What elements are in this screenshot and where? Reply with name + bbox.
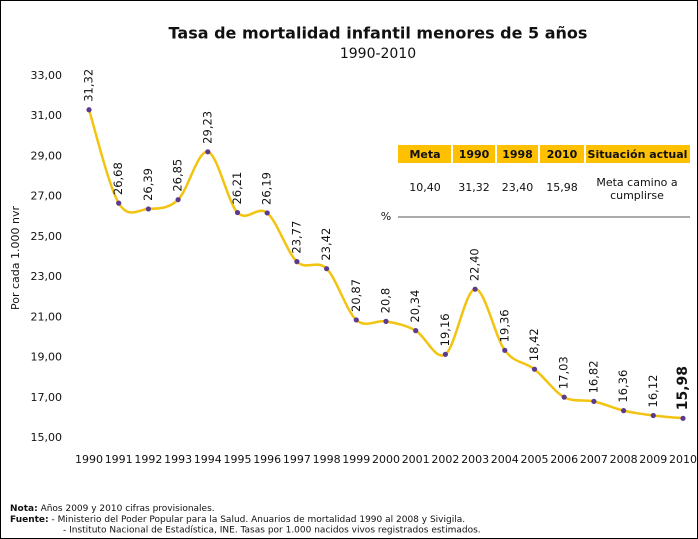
table-cell: 10,40 [409,181,441,194]
note: Nota: Años 2009 y 2010 cifras provisiona… [10,504,215,514]
data-label: 16,36 [616,370,630,403]
point [234,209,241,216]
table-cell: Meta camino a [596,176,677,189]
source: Fuente: - Ministerio del Poder Popular p… [10,515,465,525]
data-label: 15,98 [675,366,691,410]
x-tick-label: 1995 [224,453,252,466]
point [175,197,181,203]
point [383,318,389,324]
source-label: Fuente: [10,515,49,525]
y-tick-label: 15,00 [31,431,63,444]
table-header: Situación actual [588,148,688,161]
chart-subtitle: 1990-2010 [340,46,416,62]
x-tick-label: 1990 [75,453,103,466]
data-label: 26,21 [230,172,244,205]
point [324,266,330,272]
point [531,366,538,372]
table-header: 1990 [459,148,490,161]
point [116,200,122,206]
x-tick-label: 2001 [402,453,430,466]
note-label: Nota: [10,504,38,514]
y-tick-label: 29,00 [31,149,63,162]
x-tick-label: 1991 [105,453,133,466]
table-cell: 15,98 [546,181,578,194]
table-header: 1998 [502,148,533,161]
data-label: 22,40 [468,248,482,281]
table-header: Meta [409,148,440,161]
point [294,259,300,265]
table-cell: 31,32 [458,181,490,194]
x-tick-label: 1998 [313,453,341,466]
data-label: 19,16 [438,313,452,346]
y-tick-label: 25,00 [31,230,63,243]
point [86,107,92,113]
table-header: 2010 [547,148,578,161]
point [145,206,151,212]
point [442,351,448,357]
y-tick-label: 19,00 [31,351,63,364]
chart-title: Tasa de mortalidad infantil menores de 5… [169,24,588,43]
point [502,347,508,353]
data-label: 16,82 [586,360,600,393]
table-cell: cumplirse [610,189,664,202]
point [264,210,270,216]
data-label: 20,87 [349,279,363,312]
point [413,328,419,334]
table-header-bg [398,145,690,163]
point [472,286,478,292]
point [621,408,627,414]
unit-label: % [381,210,391,223]
y-tick-label: 27,00 [31,190,63,203]
x-tick-label: 1992 [134,453,162,466]
data-label: 29,23 [200,111,214,144]
x-tick-label: 1993 [164,453,192,466]
x-tick-label: 2009 [639,453,667,466]
data-label: 31,32 [82,69,96,102]
data-label: 17,03 [557,356,571,389]
data-label: 18,42 [527,328,541,361]
x-tick-label: 1994 [194,453,222,466]
x-tick-label: 2007 [580,453,608,466]
x-tick-label: 2004 [491,453,519,466]
y-tick-label: 21,00 [31,310,63,323]
x-tick-label: 2000 [372,453,400,466]
data-label: 26,68 [111,162,125,195]
data-label: 16,12 [646,375,660,408]
source-text: - Instituto Nacional de Estadística, INE… [63,526,481,536]
data-label: 26,85 [171,159,185,192]
x-tick-label: 1999 [342,453,370,466]
point [650,412,656,419]
x-tick-label: 2003 [461,453,489,466]
data-label: 23,77 [289,221,303,254]
point [353,317,359,323]
x-tick-label: 2010 [669,453,697,466]
y-axis-label: Por cada 1.000 nvr [9,206,22,310]
point [561,394,567,400]
x-tick-label: 1997 [283,453,311,466]
point [205,149,211,155]
data-label: 20,8 [379,288,393,314]
note-text: Años 2009 y 2010 cifras provisionales. [38,504,215,514]
x-tick-label: 2005 [521,453,549,466]
x-tick-label: 2006 [550,453,578,466]
y-tick-label: 33,00 [31,69,63,82]
y-tick-label: 23,00 [31,270,63,283]
x-tick-label: 1996 [253,453,281,466]
point [591,398,597,404]
point [680,415,686,421]
table-cell: 23,40 [502,181,534,194]
data-label: 20,34 [408,290,422,323]
x-tick-label: 2002 [431,453,459,466]
data-label: 19,36 [497,309,511,342]
y-tick-label: 17,00 [31,391,63,404]
source-text: - Ministerio del Poder Popular para la S… [49,515,465,525]
data-label: 26,39 [141,168,155,201]
data-label: 23,42 [319,228,333,261]
data-label: 26,19 [260,172,274,205]
x-tick-label: 2008 [610,453,638,466]
y-tick-label: 31,00 [31,109,63,122]
